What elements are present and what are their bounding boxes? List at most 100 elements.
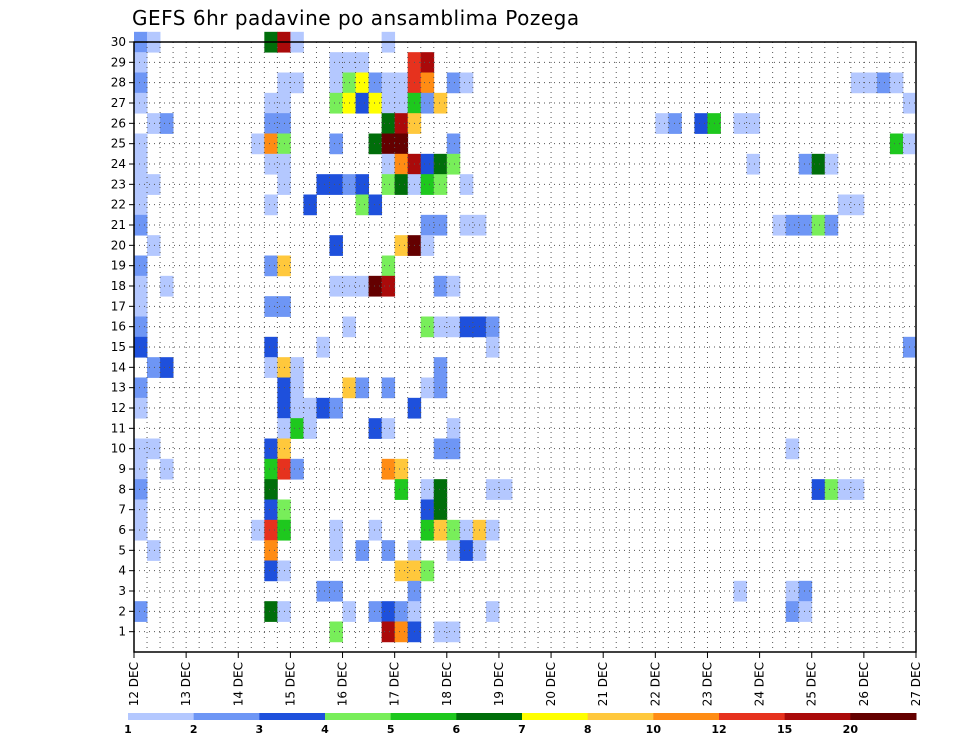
heatmap-cell bbox=[433, 438, 448, 460]
heatmap-cell bbox=[290, 377, 304, 399]
heatmap-cell bbox=[368, 133, 383, 155]
y-tick-label: 11 bbox=[111, 421, 126, 435]
x-tick-label: 14 DEC bbox=[231, 662, 245, 706]
heatmap-cell bbox=[433, 519, 448, 541]
heatmap-cell bbox=[876, 72, 891, 94]
heatmap-cell bbox=[459, 540, 474, 561]
heatmap-cell bbox=[811, 479, 826, 500]
heatmap-cell bbox=[420, 52, 435, 73]
heatmap-cell bbox=[264, 296, 278, 317]
colorbar-segment bbox=[719, 713, 786, 720]
heatmap-cell bbox=[381, 153, 396, 175]
heatmap-cell bbox=[329, 52, 343, 73]
colorbar-segment bbox=[128, 713, 195, 720]
y-tick-label: 30 bbox=[111, 35, 126, 49]
heatmap-cell bbox=[134, 214, 148, 236]
heatmap-cell bbox=[134, 255, 148, 277]
heatmap-cell bbox=[420, 519, 435, 541]
colorbar-segment bbox=[653, 713, 720, 720]
heatmap-cell bbox=[134, 377, 148, 399]
heatmap-cell bbox=[381, 133, 396, 155]
y-tick-label: 7 bbox=[118, 503, 126, 517]
heatmap-cell bbox=[394, 458, 409, 480]
y-tick-label: 19 bbox=[111, 259, 126, 273]
colorbar-segment bbox=[522, 713, 589, 720]
heatmap-cell bbox=[264, 255, 278, 277]
heatmap-cell bbox=[329, 275, 343, 297]
heatmap-cell bbox=[433, 479, 448, 500]
heatmap-cell bbox=[264, 113, 278, 134]
y-tick-label: 20 bbox=[111, 238, 126, 252]
heatmap-cell bbox=[381, 255, 396, 277]
colorbar-label: 15 bbox=[777, 723, 792, 736]
heatmap-cell bbox=[420, 92, 435, 114]
heatmap-cell bbox=[394, 560, 409, 582]
heatmap-cell bbox=[290, 72, 304, 94]
heatmap-cell bbox=[329, 235, 343, 256]
heatmap-cell bbox=[303, 418, 317, 439]
heatmap-cell bbox=[485, 601, 500, 622]
heatmap-cell bbox=[264, 357, 278, 378]
colorbar-label: 8 bbox=[584, 723, 592, 736]
heatmap-cell bbox=[329, 621, 343, 643]
heatmap-cell bbox=[329, 92, 343, 114]
heatmap-cell bbox=[160, 458, 174, 480]
heatmap-cell bbox=[264, 133, 278, 155]
heatmap-cell bbox=[381, 601, 396, 622]
x-tick-label: 12 DEC bbox=[127, 662, 141, 706]
y-tick-label: 12 bbox=[111, 401, 126, 415]
heatmap-cell bbox=[394, 174, 409, 195]
heatmap-cell bbox=[290, 418, 304, 439]
heatmap-cell bbox=[355, 92, 369, 114]
heatmap-cell bbox=[746, 153, 760, 175]
heatmap-cell bbox=[394, 153, 409, 175]
colorbar-label: 7 bbox=[518, 723, 526, 736]
heatmap-cell bbox=[420, 153, 435, 175]
heatmap-cell bbox=[889, 72, 904, 94]
heatmap-cell bbox=[420, 214, 435, 236]
heatmap-cell bbox=[394, 92, 409, 114]
heatmap-cell bbox=[694, 113, 708, 134]
heatmap-cell bbox=[355, 275, 369, 297]
heatmap-cell bbox=[485, 316, 500, 338]
heatmap-cell bbox=[420, 499, 435, 521]
heatmap-cell bbox=[329, 580, 343, 602]
x-tick-label: 17 DEC bbox=[388, 662, 402, 706]
colorbar-label: 10 bbox=[646, 723, 662, 736]
heatmap-cell bbox=[368, 72, 383, 94]
heatmap-cell bbox=[160, 357, 174, 378]
heatmap-cell bbox=[316, 397, 330, 419]
heatmap-cell bbox=[316, 174, 330, 195]
colorbar-segment bbox=[850, 713, 917, 720]
heatmap-cell bbox=[394, 72, 409, 94]
heatmap-cell bbox=[147, 113, 161, 134]
heatmap-cell bbox=[381, 92, 396, 114]
colorbar-label: 2 bbox=[190, 723, 198, 736]
heatmap-cell bbox=[420, 560, 435, 582]
heatmap-cell bbox=[433, 499, 448, 521]
heatmap-cell bbox=[329, 397, 343, 419]
heatmap-cell bbox=[264, 92, 278, 114]
x-tick-label: 16 DEC bbox=[336, 662, 350, 706]
y-tick-label: 22 bbox=[111, 198, 126, 212]
heatmap-cell bbox=[264, 519, 278, 541]
heatmap-cell bbox=[655, 113, 669, 134]
heatmap-cell bbox=[420, 174, 435, 195]
heatmap-cell bbox=[446, 153, 461, 175]
heatmap-cell bbox=[368, 601, 383, 622]
heatmap-cell bbox=[811, 214, 826, 236]
heatmap-cell bbox=[381, 72, 396, 94]
heatmap-cell bbox=[368, 92, 383, 114]
heatmap-cell bbox=[433, 174, 448, 195]
y-tick-label: 18 bbox=[111, 279, 126, 293]
heatmap-cell bbox=[134, 316, 148, 338]
heatmap-cell bbox=[798, 580, 813, 602]
heatmap-cell bbox=[355, 194, 369, 216]
y-tick-label: 10 bbox=[111, 442, 126, 456]
heatmap-cell bbox=[251, 133, 265, 155]
heatmap-cell bbox=[134, 296, 148, 317]
x-tick-label: 19 DEC bbox=[492, 662, 506, 706]
x-tick-label: 24 DEC bbox=[753, 662, 767, 706]
heatmap-cell bbox=[485, 336, 500, 358]
heatmap-cell bbox=[329, 540, 343, 561]
